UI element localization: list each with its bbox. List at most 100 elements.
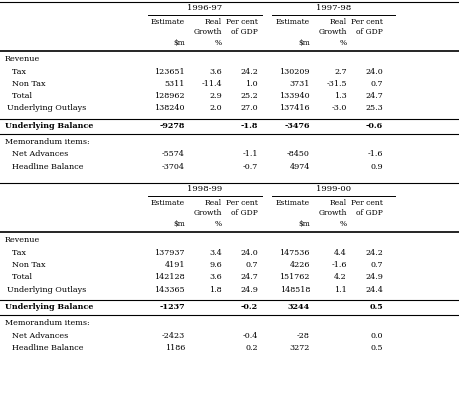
- Text: 4.4: 4.4: [334, 249, 346, 256]
- Text: Real: Real: [204, 18, 222, 26]
- Text: 24.7: 24.7: [240, 273, 257, 281]
- Text: Non Tax: Non Tax: [7, 261, 45, 269]
- Text: 151762: 151762: [279, 273, 309, 281]
- Text: -2423: -2423: [162, 332, 185, 339]
- Text: of GDP: of GDP: [230, 28, 257, 36]
- Text: 0.7: 0.7: [369, 261, 382, 269]
- Text: Total: Total: [7, 273, 32, 281]
- Text: 2.0: 2.0: [209, 104, 222, 112]
- Text: 3731: 3731: [289, 80, 309, 88]
- Text: 24.7: 24.7: [364, 92, 382, 100]
- Text: 147536: 147536: [279, 249, 309, 256]
- Text: Revenue: Revenue: [5, 55, 40, 63]
- Text: 24.0: 24.0: [240, 249, 257, 256]
- Text: Underlying Balance: Underlying Balance: [5, 122, 93, 130]
- Text: 0.5: 0.5: [369, 303, 382, 311]
- Text: -1.6: -1.6: [331, 261, 346, 269]
- Text: 24.9: 24.9: [364, 273, 382, 281]
- Text: 2.9: 2.9: [209, 92, 222, 100]
- Text: 3.4: 3.4: [209, 249, 222, 256]
- Text: Growth: Growth: [318, 28, 346, 36]
- Text: 3.6: 3.6: [209, 273, 222, 281]
- Text: %: %: [214, 220, 222, 228]
- Text: Estimate: Estimate: [275, 18, 309, 26]
- Text: 24.2: 24.2: [364, 249, 382, 256]
- Text: -8450: -8450: [286, 151, 309, 158]
- Text: 1.0: 1.0: [245, 80, 257, 88]
- Text: 123651: 123651: [154, 67, 185, 76]
- Text: 137937: 137937: [154, 249, 185, 256]
- Text: -3704: -3704: [162, 163, 185, 171]
- Text: 1996-97: 1996-97: [187, 4, 222, 12]
- Text: 1.3: 1.3: [334, 92, 346, 100]
- Text: Estimate: Estimate: [151, 199, 185, 207]
- Text: 4974: 4974: [289, 163, 309, 171]
- Text: Memorandum items:: Memorandum items:: [5, 319, 90, 327]
- Text: 24.0: 24.0: [364, 67, 382, 76]
- Text: 1999-00: 1999-00: [315, 185, 350, 193]
- Text: 148518: 148518: [279, 285, 309, 294]
- Text: -3476: -3476: [284, 122, 309, 130]
- Text: -31.5: -31.5: [326, 80, 346, 88]
- Text: Per cent: Per cent: [350, 18, 382, 26]
- Text: $m: $m: [173, 220, 185, 228]
- Text: Growth: Growth: [193, 28, 222, 36]
- Text: 24.9: 24.9: [240, 285, 257, 294]
- Text: -3.0: -3.0: [331, 104, 346, 112]
- Text: Revenue: Revenue: [5, 236, 40, 244]
- Text: 4.2: 4.2: [334, 273, 346, 281]
- Text: Headline Balance: Headline Balance: [7, 344, 84, 352]
- Text: Growth: Growth: [193, 209, 222, 218]
- Text: Real: Real: [329, 199, 346, 207]
- Text: 1998-99: 1998-99: [187, 185, 222, 193]
- Text: of GDP: of GDP: [355, 209, 382, 218]
- Text: of GDP: of GDP: [355, 28, 382, 36]
- Text: 9.6: 9.6: [209, 261, 222, 269]
- Text: 138240: 138240: [154, 104, 185, 112]
- Text: Per cent: Per cent: [350, 199, 382, 207]
- Text: 0.7: 0.7: [369, 80, 382, 88]
- Text: of GDP: of GDP: [230, 209, 257, 218]
- Text: Tax: Tax: [7, 67, 26, 76]
- Text: -1237: -1237: [159, 303, 185, 311]
- Text: Growth: Growth: [318, 209, 346, 218]
- Text: -9278: -9278: [159, 122, 185, 130]
- Text: 5311: 5311: [164, 80, 185, 88]
- Text: -28: -28: [297, 332, 309, 339]
- Text: 130209: 130209: [279, 67, 309, 76]
- Text: -1.1: -1.1: [242, 151, 257, 158]
- Text: $m: $m: [297, 220, 309, 228]
- Text: Total: Total: [7, 92, 32, 100]
- Text: Tax: Tax: [7, 249, 26, 256]
- Text: Real: Real: [329, 18, 346, 26]
- Text: 1997-98: 1997-98: [315, 4, 350, 12]
- Text: Per cent: Per cent: [226, 18, 257, 26]
- Text: Estimate: Estimate: [151, 18, 185, 26]
- Text: Headline Balance: Headline Balance: [7, 163, 84, 171]
- Text: 24.2: 24.2: [240, 67, 257, 76]
- Text: -11.4: -11.4: [201, 80, 222, 88]
- Text: 1186: 1186: [164, 344, 185, 352]
- Text: $m: $m: [297, 39, 309, 47]
- Text: 1.8: 1.8: [209, 285, 222, 294]
- Text: -1.8: -1.8: [240, 122, 257, 130]
- Text: Net Advances: Net Advances: [7, 332, 68, 339]
- Text: Net Advances: Net Advances: [7, 151, 68, 158]
- Text: Per cent: Per cent: [226, 199, 257, 207]
- Text: Underlying Outlays: Underlying Outlays: [7, 104, 86, 112]
- Text: 143365: 143365: [154, 285, 185, 294]
- Text: 0.0: 0.0: [369, 332, 382, 339]
- Text: -5574: -5574: [162, 151, 185, 158]
- Text: 133940: 133940: [279, 92, 309, 100]
- Text: -0.4: -0.4: [242, 332, 257, 339]
- Text: 27.0: 27.0: [240, 104, 257, 112]
- Text: -0.6: -0.6: [365, 122, 382, 130]
- Text: 3272: 3272: [289, 344, 309, 352]
- Text: 137416: 137416: [279, 104, 309, 112]
- Text: Real: Real: [204, 199, 222, 207]
- Text: 3.6: 3.6: [209, 67, 222, 76]
- Text: 128962: 128962: [154, 92, 185, 100]
- Text: 2.7: 2.7: [334, 67, 346, 76]
- Text: $m: $m: [173, 39, 185, 47]
- Text: 0.5: 0.5: [369, 344, 382, 352]
